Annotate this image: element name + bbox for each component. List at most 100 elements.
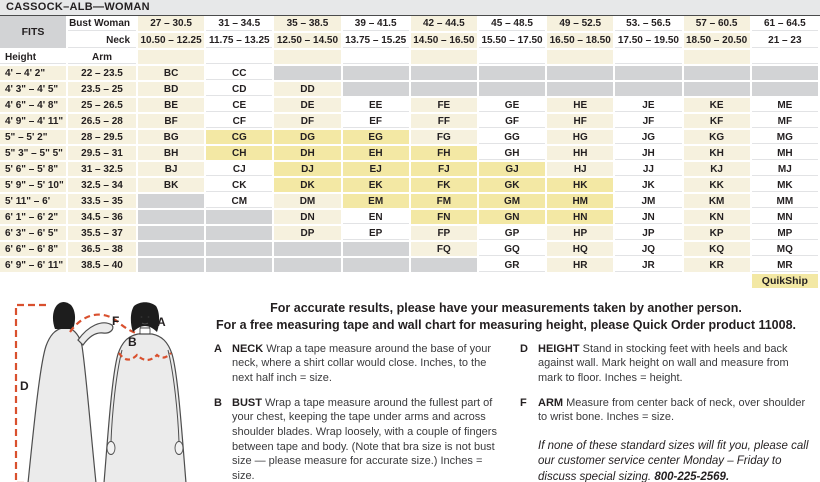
size-code-cell: JR — [615, 258, 684, 274]
special-sizing-note: If none of these standard sizes will fit… — [538, 439, 812, 482]
unavailable-cell — [547, 82, 616, 98]
size-code-cell-quikship: DJ — [274, 162, 343, 178]
figure-label-a: A — [157, 315, 166, 329]
size-code-cell: CE — [206, 98, 275, 114]
size-code-cell-quikship: GJ — [478, 162, 548, 178]
size-code-cell: MQ — [751, 242, 820, 258]
size-code-cell: FG — [410, 130, 479, 146]
neck-range-header: 14.50 – 16.50 — [410, 33, 479, 50]
size-code-cell: MH — [751, 146, 820, 162]
unavailable-cell — [138, 210, 207, 226]
size-code-cell: FP — [410, 226, 479, 242]
arm-range: 31 – 32.5 — [68, 162, 138, 178]
definition-term: ARM — [538, 396, 564, 409]
size-code-cell: DP — [274, 226, 343, 242]
size-code-cell: JP — [615, 226, 684, 242]
size-code-cell-quikship: DK — [274, 178, 343, 194]
size-code-cell: GF — [478, 114, 548, 130]
definition-body: HEIGHT Stand in stocking feet with heels… — [538, 342, 789, 384]
bust-range-header: 57 – 60.5 — [683, 16, 752, 33]
size-row: 5" 3" – 5" 5" 29.5 – 31 BH CH DH EH FH GH HH JH KH… — [0, 146, 820, 162]
size-row: 4' 6" – 4' 8" 25 – 26.5 BE CE DE EE FE GE HE JE KE… — [0, 98, 820, 114]
size-code-cell: KM — [683, 194, 752, 210]
size-code-cell: EE — [342, 98, 411, 114]
neck-range-header: 16.50 – 18.50 — [547, 33, 616, 50]
size-code-cell-quikship: DH — [274, 146, 343, 162]
measurement-definition: D HEIGHT Stand in stocking feet with heel… — [520, 342, 812, 386]
special-sizing-text: If none of these standard sizes will fit… — [538, 439, 809, 482]
height-range: 4' 9" – 4' 11" — [0, 114, 68, 130]
arm-range: 38.5 – 40 — [68, 258, 138, 274]
definition-letter: D — [520, 342, 528, 355]
size-code-cell: MG — [751, 130, 820, 146]
height-range: 5' 11" – 6' — [0, 194, 68, 210]
height-range: 6' 6" – 6' 8" — [0, 242, 68, 258]
size-code-cell: DF — [274, 114, 343, 130]
spacer-cell — [342, 50, 411, 66]
definition-term: HEIGHT — [538, 342, 580, 355]
unavailable-cell — [274, 258, 343, 274]
unavailable-cell — [206, 226, 275, 242]
size-code-cell: FF — [410, 114, 479, 130]
bust-range-header: 35 – 38.5 — [274, 16, 343, 33]
size-code-cell: HJ — [547, 162, 616, 178]
arm-range: 28 – 29.5 — [68, 130, 138, 146]
unavailable-cell — [478, 66, 548, 82]
size-code-cell: EN — [342, 210, 411, 226]
size-code-cell: MP — [751, 226, 820, 242]
definition-letter: A — [214, 342, 222, 355]
neck-label: Neck — [68, 33, 138, 50]
size-row: 6' 6" – 6' 8" 36.5 – 38 FQ GQ HQ JQ KQ MQ — [0, 242, 820, 258]
measurement-definition: A NECK Wrap a tape measure around the bas… — [214, 342, 506, 386]
instructions-section: D F A B For accurate results, please hav… — [0, 300, 820, 482]
neck-range-header: 15.50 – 17.50 — [478, 33, 548, 50]
size-code-cell: CM — [206, 194, 275, 210]
unavailable-cell — [206, 210, 275, 226]
height-measure-dashed-line — [14, 303, 46, 482]
definition-body: BUST Wrap a tape measure around the full… — [232, 396, 497, 482]
unavailable-cell — [138, 194, 207, 210]
size-code-cell: GG — [478, 130, 548, 146]
height-range: 4' – 4' 2" — [0, 66, 68, 82]
size-code-cell: MK — [751, 178, 820, 194]
unavailable-cell — [138, 258, 207, 274]
spacer-cell — [410, 274, 479, 290]
unavailable-cell — [138, 226, 207, 242]
size-code-cell-quikship: EG — [342, 130, 411, 146]
height-column-label: Height — [0, 50, 68, 66]
size-code-cell: FQ — [410, 242, 479, 258]
spacer-cell — [683, 274, 752, 290]
arm-range: 25 – 26.5 — [68, 98, 138, 114]
measurement-definitions: A NECK Wrap a tape measure around the bas… — [200, 342, 812, 482]
spacer-cell — [274, 274, 343, 290]
fits-label: FITS — [0, 16, 68, 50]
measurement-definition: F ARM Measure from center back of neck, o… — [520, 396, 812, 425]
neck-range-header: 11.75 – 13.25 — [206, 33, 275, 50]
size-code-cell-quikship: HM — [547, 194, 616, 210]
size-row: 6' 1" – 6' 2" 34.5 – 36 DN EN FN GN HN JN KN MN — [0, 210, 820, 226]
bust-range-header: 27 – 30.5 — [138, 16, 207, 33]
spacer-cell — [615, 274, 684, 290]
unavailable-cell — [206, 242, 275, 258]
spacer-cell — [547, 274, 616, 290]
unavailable-cell — [274, 66, 343, 82]
size-row: 4' 9" – 4' 11" 26.5 – 28 BF CF DF EF FF GF HF JF K… — [0, 114, 820, 130]
size-code-cell: KG — [683, 130, 752, 146]
size-code-cell: CD — [206, 82, 275, 98]
size-code-cell: JG — [615, 130, 684, 146]
arm-range: 32.5 – 34 — [68, 178, 138, 194]
size-code-cell: HQ — [547, 242, 616, 258]
size-code-cell: KR — [683, 258, 752, 274]
size-row: 6' 3" – 6' 5" 35.5 – 37 DP EP FP GP HP JP KP MP — [0, 226, 820, 242]
size-code-cell: JH — [615, 146, 684, 162]
arm-column-label: Arm — [68, 50, 138, 66]
size-code-cell: CF — [206, 114, 275, 130]
size-code-cell: HE — [547, 98, 616, 114]
definition-body: ARM Measure from center back of neck, ov… — [538, 396, 806, 424]
neck-range-header: 10.50 – 12.25 — [138, 33, 207, 50]
unavailable-cell — [342, 258, 411, 274]
unavailable-cell — [751, 66, 820, 82]
unavailable-cell — [342, 242, 411, 258]
hair-front — [130, 302, 160, 332]
